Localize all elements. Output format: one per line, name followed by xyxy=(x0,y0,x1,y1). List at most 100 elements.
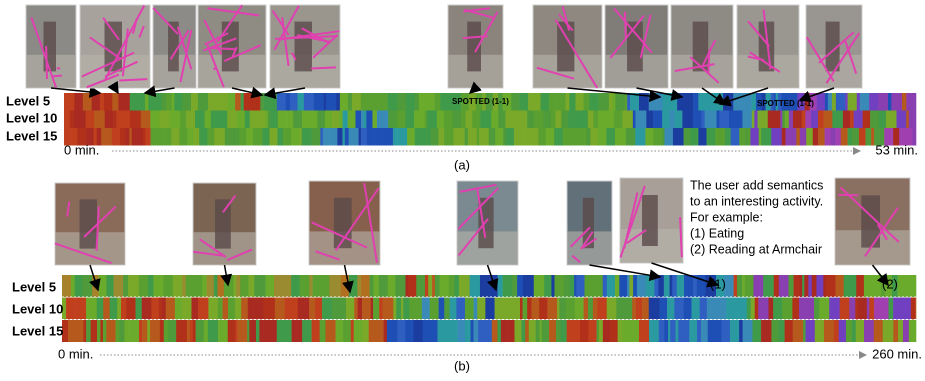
stripe xyxy=(336,93,340,111)
stripe xyxy=(425,275,429,297)
stripe xyxy=(249,275,255,297)
stripe xyxy=(336,320,344,342)
stripe xyxy=(768,298,773,320)
stripe xyxy=(761,128,771,146)
stripe xyxy=(707,128,716,146)
stripe xyxy=(105,111,114,129)
stripe xyxy=(690,128,698,146)
stripe xyxy=(128,275,139,297)
stripe xyxy=(145,128,151,146)
stripe xyxy=(752,320,761,342)
stripe xyxy=(70,111,74,129)
stripe xyxy=(590,128,598,146)
stripe xyxy=(785,320,793,342)
stripe xyxy=(806,128,813,146)
stripe xyxy=(437,111,444,129)
stripe xyxy=(351,320,354,342)
stripe xyxy=(750,128,759,146)
stripe xyxy=(358,298,363,320)
stripe xyxy=(101,128,112,146)
stripe xyxy=(186,111,195,129)
stripe xyxy=(465,298,474,320)
stripe xyxy=(844,275,849,297)
stripe xyxy=(91,320,98,342)
stripe xyxy=(731,128,740,146)
stripe xyxy=(348,111,356,129)
time-start: 0 min. xyxy=(64,142,99,157)
stripe xyxy=(489,275,498,297)
spotted-label: SPOTTED (1-1) xyxy=(757,99,814,108)
stripe xyxy=(549,320,556,342)
stripe xyxy=(721,320,730,342)
stripe xyxy=(288,298,298,320)
stripe xyxy=(712,320,722,342)
stripe xyxy=(449,275,455,297)
stripe xyxy=(606,128,611,146)
stripe xyxy=(636,298,642,320)
stripe xyxy=(570,275,575,297)
stripe xyxy=(564,275,570,297)
stripe xyxy=(416,275,425,297)
stripe xyxy=(267,320,277,342)
stripe xyxy=(597,320,600,342)
stripe xyxy=(529,320,536,342)
stripe xyxy=(687,93,694,111)
stripe xyxy=(427,111,437,129)
stripe xyxy=(729,111,736,129)
stripe xyxy=(642,298,649,320)
stripe xyxy=(309,298,315,320)
stripe xyxy=(162,93,167,111)
stripe xyxy=(172,93,175,111)
stripe xyxy=(627,93,630,111)
note-line: (2) Reading at Armchair xyxy=(690,242,822,256)
stripe xyxy=(701,111,705,129)
stripe xyxy=(719,111,729,129)
stripe xyxy=(864,275,875,297)
stripe xyxy=(179,128,188,146)
stripe xyxy=(893,320,898,342)
stripe xyxy=(83,93,92,111)
stripe xyxy=(112,128,116,146)
stripe xyxy=(708,320,712,342)
stripe xyxy=(218,298,223,320)
stripe xyxy=(324,93,326,111)
stripe xyxy=(354,320,363,342)
stripe xyxy=(538,128,546,146)
stripe xyxy=(413,320,423,342)
stripe xyxy=(599,93,610,111)
stripe xyxy=(883,320,894,342)
stripe xyxy=(393,298,396,320)
stripe xyxy=(228,93,236,111)
stripe xyxy=(782,128,786,146)
stripe xyxy=(662,128,665,146)
stripe xyxy=(598,128,604,146)
stripe xyxy=(325,111,332,129)
stripe xyxy=(627,275,630,297)
stripe xyxy=(558,128,564,146)
stripe xyxy=(293,111,302,129)
stripe xyxy=(840,298,850,320)
stripe xyxy=(262,275,266,297)
stripe xyxy=(557,298,560,320)
stripe xyxy=(383,128,394,146)
stripe xyxy=(511,93,519,111)
stripe xyxy=(444,111,453,129)
stripe xyxy=(503,275,513,297)
stripe xyxy=(802,111,806,129)
stripe xyxy=(524,128,532,146)
stripe xyxy=(283,128,289,146)
stripe xyxy=(117,298,121,320)
stripe xyxy=(235,320,237,342)
stripe xyxy=(260,93,264,111)
stripe xyxy=(323,275,330,297)
stripe xyxy=(142,298,152,320)
stripe xyxy=(742,275,745,297)
stripe xyxy=(730,320,739,342)
stripe xyxy=(622,320,632,342)
stripe xyxy=(785,128,796,146)
stripe xyxy=(322,298,330,320)
stripe xyxy=(495,128,503,146)
stripe xyxy=(653,128,662,146)
stripe xyxy=(241,93,244,111)
